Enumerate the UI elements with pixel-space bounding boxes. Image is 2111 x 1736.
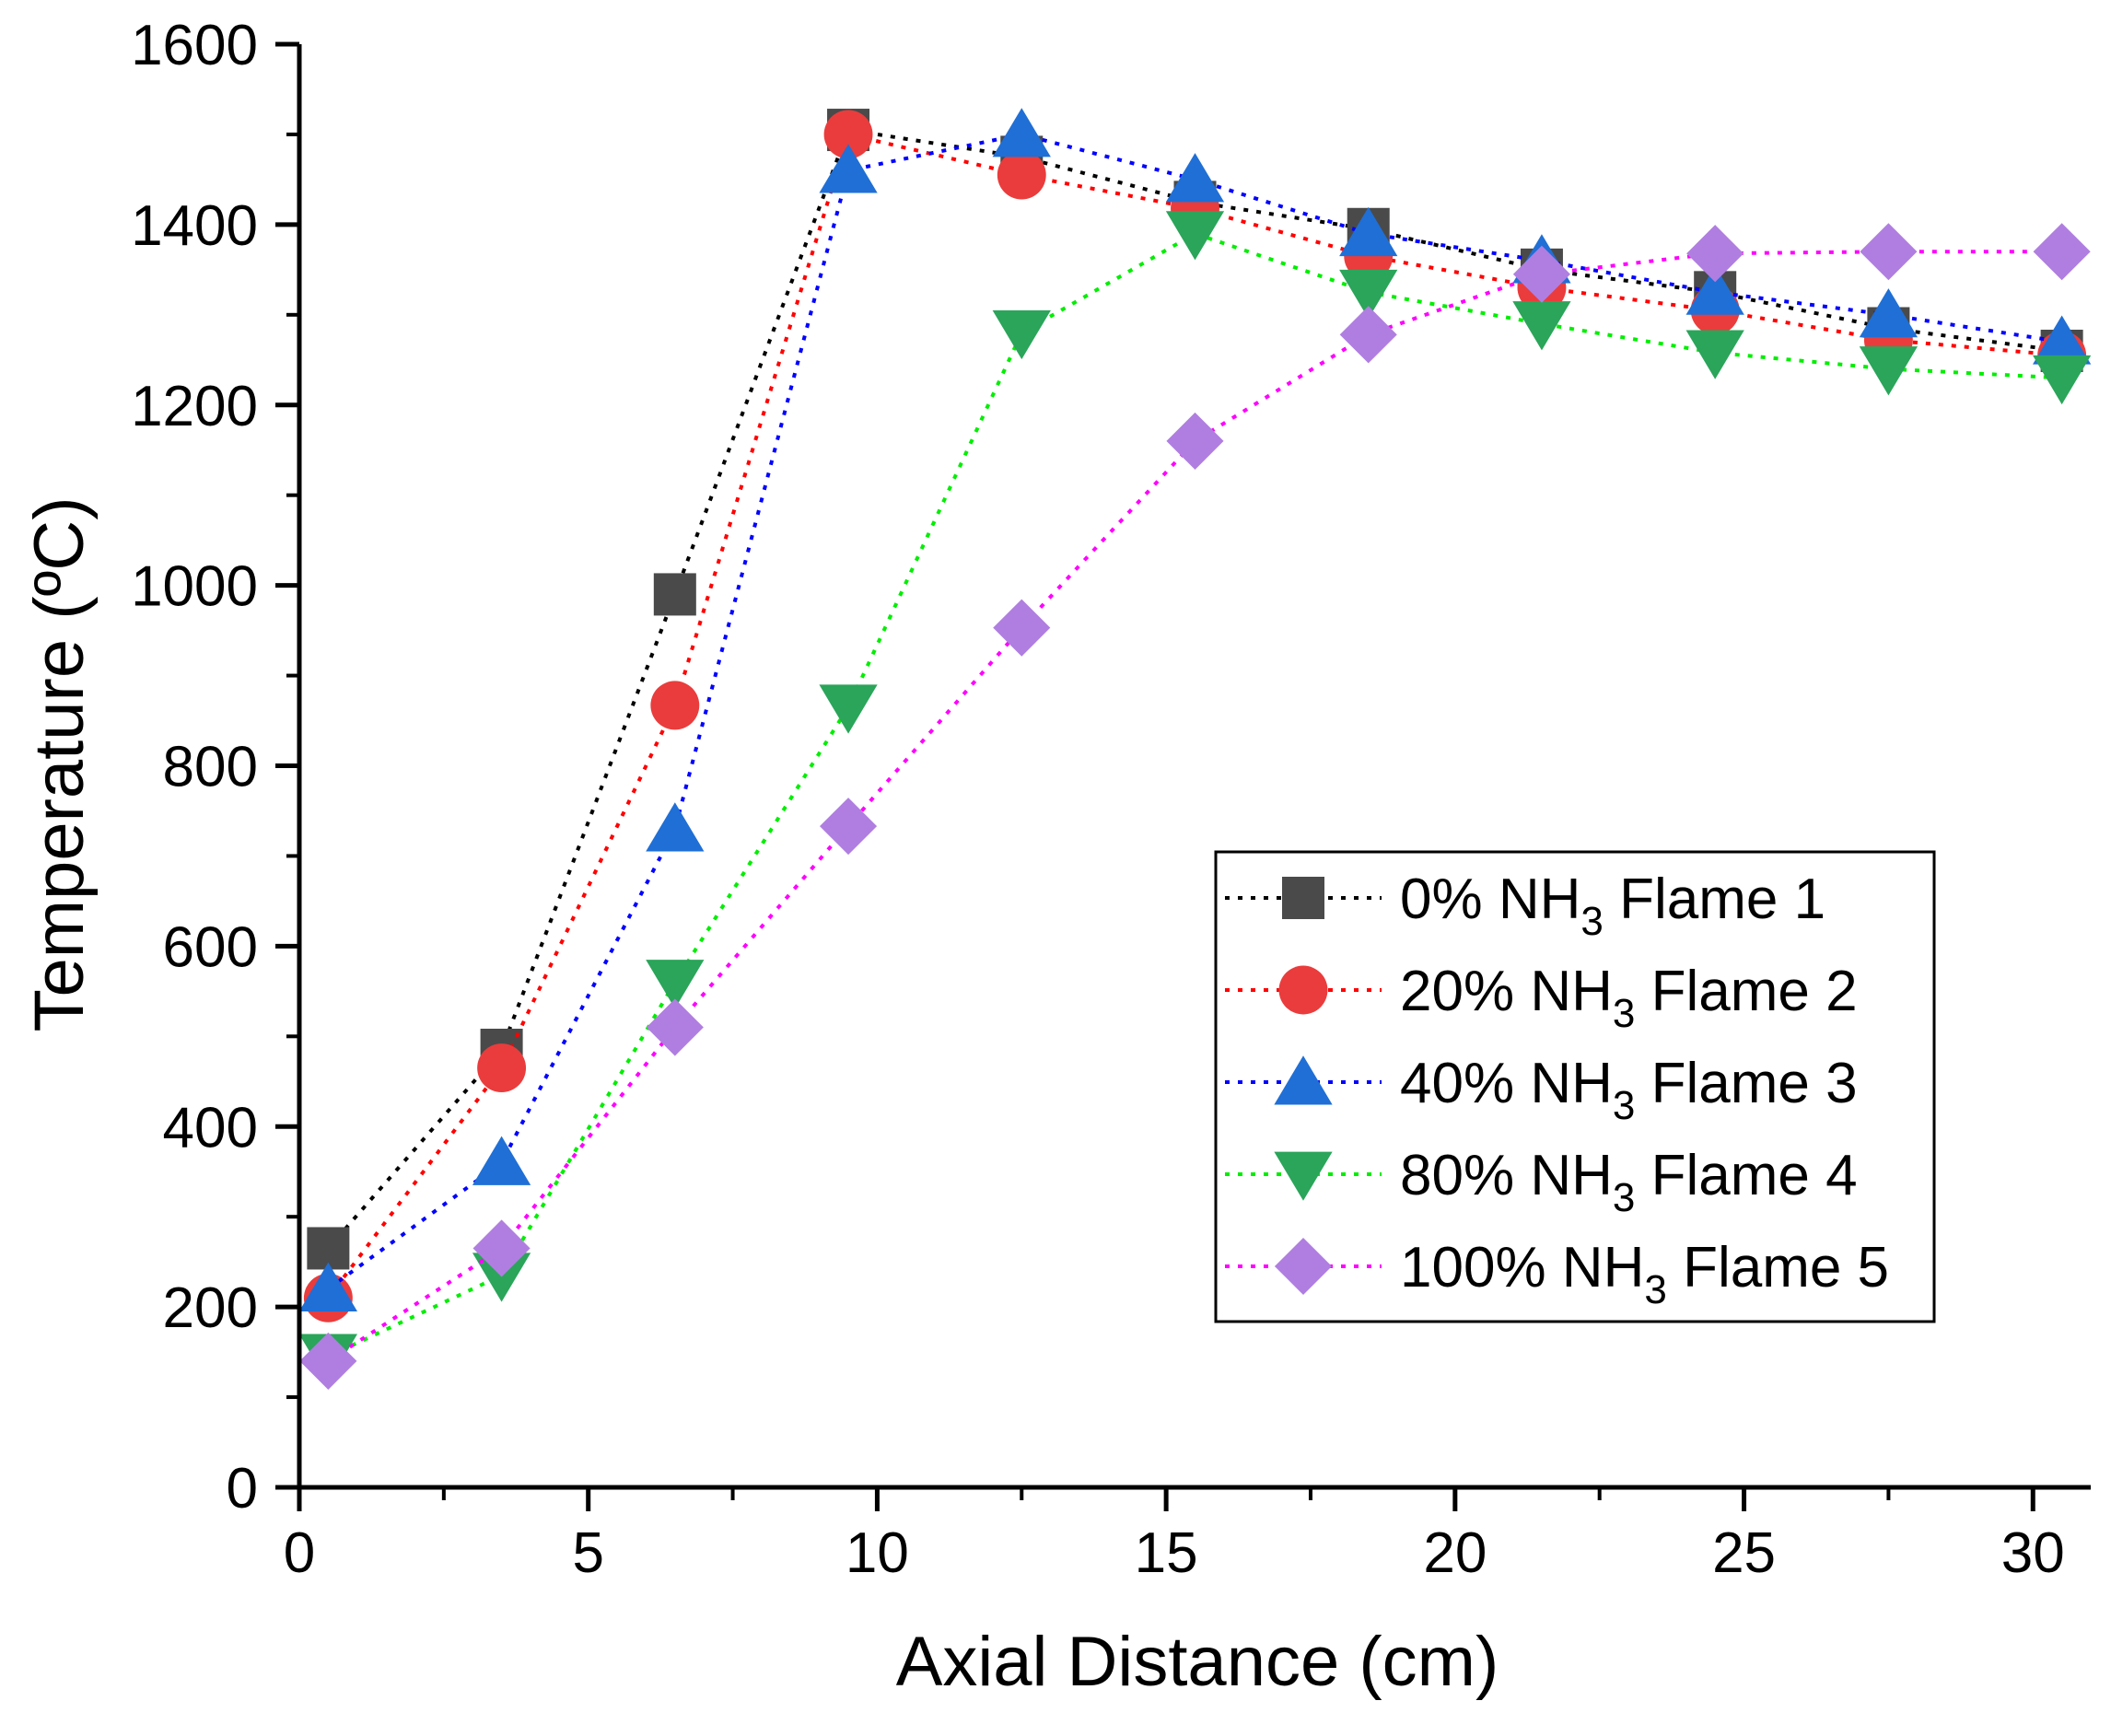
data-point bbox=[1685, 330, 1744, 379]
legend-marker bbox=[1282, 877, 1324, 919]
data-point bbox=[819, 144, 878, 193]
data-point bbox=[472, 1219, 531, 1277]
data-point bbox=[653, 573, 696, 616]
data-point bbox=[1686, 225, 1744, 283]
data-point bbox=[1165, 211, 1225, 261]
x-tick-label: 0 bbox=[284, 1521, 315, 1585]
legend-label-main: 80% NH bbox=[1400, 1144, 1613, 1207]
legend-label-rest: Flame 3 bbox=[1635, 1052, 1857, 1115]
data-point bbox=[1685, 265, 1744, 315]
legend-label-main: 40% NH bbox=[1400, 1052, 1613, 1115]
data-point bbox=[298, 1262, 357, 1311]
x-tick-label: 25 bbox=[1712, 1521, 1776, 1585]
x-tick-label: 20 bbox=[1423, 1521, 1487, 1585]
legend-label-subscript: 3 bbox=[1644, 1267, 1666, 1312]
y-tick-label: 800 bbox=[163, 736, 258, 799]
legend-label: 20% NH3 Flame 2 bbox=[1400, 960, 1858, 1036]
legend-item: 0% NH3 Flame 1 bbox=[1225, 868, 1825, 944]
data-point bbox=[1512, 245, 1571, 303]
y-tick-label: 400 bbox=[163, 1096, 258, 1159]
legend-label-main: 100% NH bbox=[1400, 1236, 1644, 1299]
legend-label-subscript: 3 bbox=[1613, 1175, 1635, 1220]
legend-label-main: 20% NH bbox=[1400, 960, 1613, 1023]
legend-label-subscript: 3 bbox=[1613, 1083, 1635, 1128]
data-point bbox=[646, 998, 704, 1056]
legend-label: 0% NH3 Flame 1 bbox=[1400, 868, 1825, 944]
data-point bbox=[2033, 223, 2091, 281]
data-point bbox=[819, 798, 878, 856]
series-5 bbox=[299, 223, 2091, 1390]
data-point bbox=[646, 802, 705, 852]
data-point bbox=[992, 108, 1051, 157]
legend-box bbox=[1214, 850, 1936, 1323]
data-point bbox=[823, 110, 873, 159]
data-point bbox=[1860, 223, 1918, 281]
data-point bbox=[650, 681, 700, 730]
x-tick-label: 15 bbox=[1135, 1521, 1198, 1585]
y-axis-title: Temperature (ºC) bbox=[20, 496, 99, 1031]
data-point bbox=[1339, 206, 1398, 257]
y-tick-label: 1200 bbox=[131, 375, 258, 438]
legend-label-rest: Flame 5 bbox=[1667, 1236, 1889, 1299]
data-point bbox=[2033, 355, 2092, 405]
legend-label-subscript: 3 bbox=[1580, 899, 1603, 944]
series-layer bbox=[298, 108, 2092, 1390]
data-point bbox=[2033, 315, 2092, 365]
x-tick-label: 5 bbox=[572, 1521, 603, 1585]
data-point bbox=[299, 1332, 357, 1390]
data-point bbox=[993, 599, 1051, 657]
data-point bbox=[1165, 153, 1225, 203]
y-tick-label: 1600 bbox=[131, 14, 258, 77]
y-tick-label: 1400 bbox=[131, 194, 258, 258]
data-point bbox=[1859, 288, 1919, 338]
legend: 0% NH3 Flame 120% NH3 Flame 240% NH3 Fla… bbox=[1214, 850, 1936, 1323]
legend-item: 20% NH3 Flame 2 bbox=[1225, 960, 1858, 1036]
legend-label-main: 0% NH bbox=[1400, 868, 1580, 931]
data-point bbox=[1859, 346, 1919, 396]
y-tick-label: 600 bbox=[163, 915, 258, 979]
data-point bbox=[819, 684, 878, 734]
data-point bbox=[992, 309, 1051, 360]
data-point bbox=[646, 960, 705, 1009]
legend-label-rest: Flame 4 bbox=[1635, 1144, 1857, 1207]
data-point bbox=[477, 1043, 527, 1093]
y-tick-label: 1000 bbox=[131, 555, 258, 619]
data-point bbox=[1339, 269, 1398, 320]
data-point bbox=[472, 1252, 531, 1302]
data-point bbox=[1512, 301, 1571, 351]
y-tick-label: 0 bbox=[227, 1457, 258, 1520]
legend-label: 100% NH3 Flame 5 bbox=[1400, 1236, 1889, 1312]
axes-layer: 0 5 10 15 20 25 30 0 200 400 600 800 1000 1200 1400 160… bbox=[131, 14, 2091, 1585]
legend-item: 40% NH3 Flame 3 bbox=[1225, 1052, 1858, 1128]
data-point bbox=[472, 1136, 531, 1185]
y-tick-label: 200 bbox=[163, 1276, 258, 1340]
legend-item: 80% NH3 Flame 4 bbox=[1225, 1144, 1858, 1220]
legend-marker bbox=[1274, 1151, 1333, 1201]
legend-label: 40% NH3 Flame 3 bbox=[1400, 1052, 1858, 1128]
legend-marker bbox=[1274, 1237, 1333, 1296]
x-tick-label: 10 bbox=[846, 1521, 909, 1585]
legend-label-rest: Flame 1 bbox=[1604, 868, 1825, 931]
data-point bbox=[1339, 306, 1397, 364]
legend-marker bbox=[1278, 965, 1328, 1015]
legend-label: 80% NH3 Flame 4 bbox=[1400, 1144, 1858, 1220]
data-point bbox=[1166, 412, 1224, 470]
legend-marker bbox=[1274, 1055, 1333, 1105]
data-point bbox=[997, 150, 1046, 200]
x-axis-title: Axial Distance (cm) bbox=[896, 1623, 1499, 1701]
legend-item: 100% NH3 Flame 5 bbox=[1225, 1236, 1889, 1312]
legend-label-subscript: 3 bbox=[1613, 991, 1635, 1036]
x-tick-label: 30 bbox=[2001, 1521, 2065, 1585]
legend-label-rest: Flame 2 bbox=[1635, 960, 1857, 1023]
